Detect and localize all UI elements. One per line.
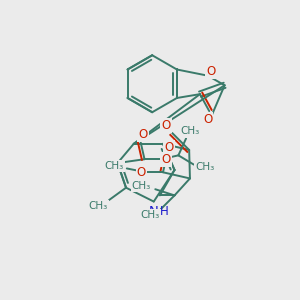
Text: CH₃: CH₃ xyxy=(140,210,160,220)
Text: O: O xyxy=(137,166,146,179)
Text: O: O xyxy=(161,153,171,166)
Text: CH₃: CH₃ xyxy=(105,161,124,171)
Text: O: O xyxy=(138,128,148,141)
Text: O: O xyxy=(206,65,215,78)
Text: CH₃: CH₃ xyxy=(180,127,200,136)
Text: CH₃: CH₃ xyxy=(195,162,214,172)
Text: N: N xyxy=(149,205,159,218)
Text: O: O xyxy=(203,113,212,126)
Text: CH₃: CH₃ xyxy=(89,201,108,211)
Text: O: O xyxy=(164,141,174,154)
Text: CH₃: CH₃ xyxy=(132,181,151,191)
Text: O: O xyxy=(161,119,171,132)
Text: H: H xyxy=(160,205,169,218)
